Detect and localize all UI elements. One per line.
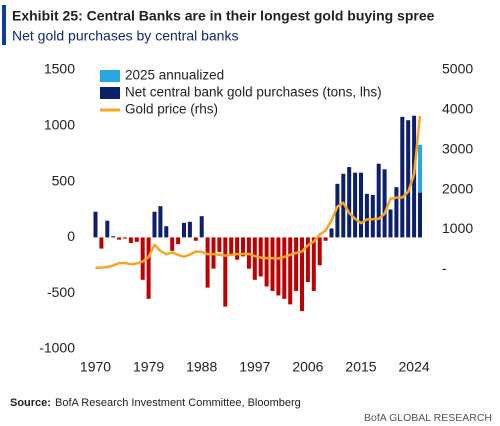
y2-tick-label: - — [442, 260, 447, 276]
bar — [152, 211, 157, 238]
bar — [300, 237, 304, 312]
bar — [370, 194, 375, 238]
bar — [217, 237, 222, 252]
bar — [418, 144, 422, 238]
bar — [241, 237, 245, 257]
bar — [323, 237, 328, 241]
bar — [176, 237, 181, 245]
y2-tick-label: 2000 — [442, 180, 473, 196]
source-label: Source: — [10, 397, 51, 409]
bar — [99, 237, 104, 249]
bar — [182, 222, 186, 238]
bar — [353, 172, 358, 238]
y2-tick-label: 1000 — [442, 220, 473, 236]
bar — [229, 237, 234, 255]
bar — [382, 169, 387, 238]
y2-tick-label: 5000 — [442, 61, 473, 77]
x-tick-label: 1979 — [133, 359, 164, 375]
bar — [400, 116, 405, 238]
bar — [294, 237, 299, 291]
bar — [264, 237, 269, 287]
y-tick-label: 0 — [67, 228, 75, 244]
bar — [235, 237, 240, 260]
bar — [335, 183, 340, 238]
gold-price-line — [95, 115, 422, 270]
bar — [252, 237, 257, 280]
bar — [193, 237, 198, 241]
chart-title: Exhibit 25: Central Banks are in their l… — [12, 8, 435, 24]
bar — [288, 237, 293, 305]
bar — [406, 120, 411, 238]
bar — [140, 237, 145, 280]
x-tick-label: 2015 — [345, 359, 376, 375]
bar — [394, 187, 399, 238]
bar — [146, 237, 151, 299]
bar — [317, 237, 322, 266]
bar — [205, 237, 210, 288]
bar — [117, 237, 122, 240]
y-tick-label: -1000 — [39, 340, 75, 356]
bar — [359, 172, 363, 238]
bar — [270, 237, 275, 291]
y-tick-label: 1500 — [44, 61, 75, 77]
bar — [158, 206, 163, 238]
x-tick-label: 1988 — [186, 359, 217, 375]
y-tick-label: 500 — [52, 172, 76, 188]
bar — [276, 237, 281, 296]
legend-swatch — [100, 87, 120, 99]
x-tick-label: 1997 — [239, 359, 270, 375]
bar — [311, 237, 316, 291]
chart-subtitle: Net gold purchases by central banks — [12, 28, 238, 44]
bar — [364, 193, 369, 238]
x-tick-label: 2024 — [399, 359, 430, 375]
bar — [347, 167, 352, 238]
y2-tick-label: 4000 — [442, 101, 473, 117]
legend-label: Gold price (rhs) — [125, 102, 218, 117]
source: BofA Research Investment Committee, Bloo… — [55, 397, 301, 409]
bar — [418, 192, 422, 238]
bar — [388, 209, 393, 238]
legend-label: 2025 annualized — [125, 68, 224, 83]
bar — [341, 173, 346, 238]
y-tick-label: 1000 — [44, 117, 75, 133]
bar — [93, 211, 98, 238]
x-tick-label: 1970 — [80, 359, 111, 375]
legend-label: Net central bank gold purchases (tons, l… — [125, 85, 382, 100]
bar — [199, 216, 204, 238]
bar — [187, 221, 192, 238]
y2-tick-label: 3000 — [442, 140, 473, 156]
bar — [111, 236, 116, 238]
bar — [329, 228, 334, 238]
footer: BofA GLOBAL RESEARCH — [364, 412, 492, 424]
bar — [123, 237, 127, 239]
bar — [170, 237, 175, 251]
title-accent — [2, 5, 6, 45]
y-tick-label: -500 — [47, 284, 75, 300]
bar — [282, 237, 287, 299]
bar — [376, 163, 381, 238]
bar — [134, 237, 139, 242]
x-tick-label: 2006 — [292, 359, 323, 375]
bar — [105, 220, 110, 238]
bar — [164, 226, 169, 238]
bar — [305, 237, 310, 283]
bar — [223, 237, 228, 307]
legend-swatch — [100, 70, 120, 82]
bar — [128, 237, 133, 243]
